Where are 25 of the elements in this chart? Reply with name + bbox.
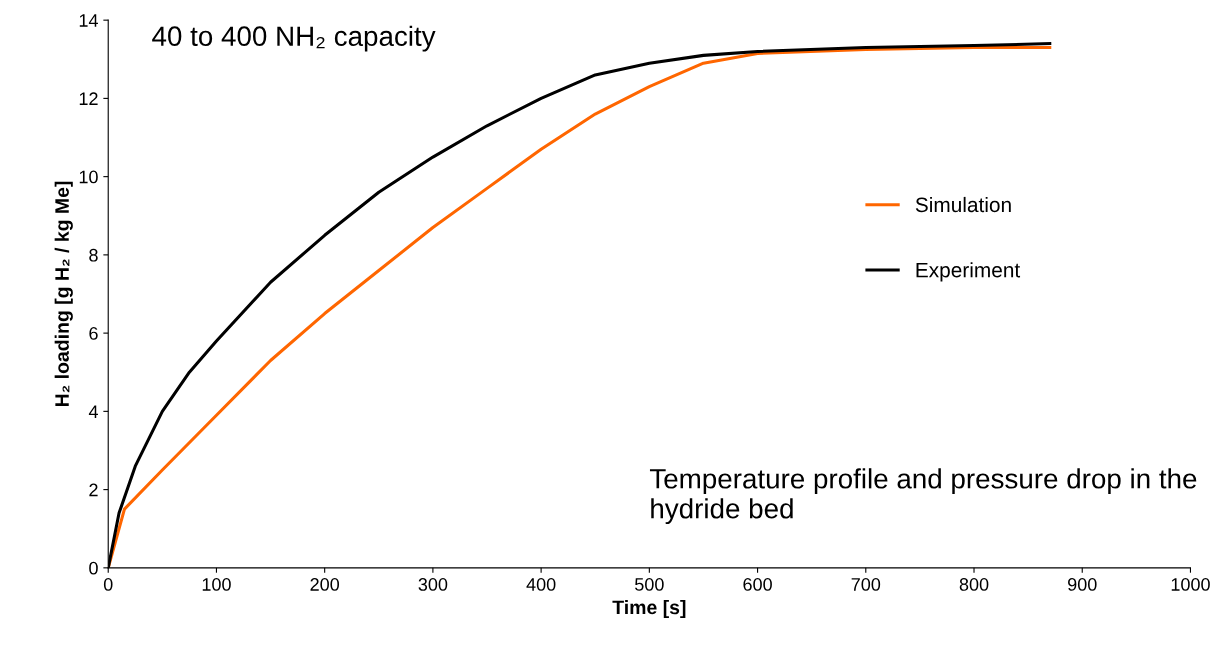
y-tick-label: 6 [89,327,98,340]
y-tick-label: 10 [79,170,98,184]
x-tick-label: 100 [202,578,231,591]
y-tick-label: 4 [88,405,98,418]
x-tick-label: 200 [310,578,340,591]
y-tick-label: 2 [89,483,98,497]
x-tick-label: 400 [526,578,556,591]
y-tick-label: 0 [89,561,98,575]
legend-label: Simulation [915,196,1011,213]
y-tick-label: 14 [79,14,98,27]
y-tick-label: 8 [89,248,98,262]
x-tick-label: 1000 [1171,578,1210,591]
x-tick-label: 500 [635,578,664,591]
x-axis-title: Time [s] [612,599,686,619]
x-tick-label: 700 [851,578,881,591]
x-tick-label: 0 [103,578,113,591]
x-tick-label: 600 [743,578,772,591]
x-tick-label: 300 [418,578,448,591]
legend-label: Experiment [916,262,1021,282]
annotation: 40 to 400 NH₂ capacity [152,25,436,52]
x-tick-label: 800 [959,578,989,591]
annotation: Temperature profile and pressure drop in the hydride bed [649,468,1197,525]
y-tick-label: 12 [79,92,98,105]
y-axis-title: H₂ loading [g H₂ / kg Me] [54,181,73,407]
x-tick-label: 900 [1068,578,1097,591]
